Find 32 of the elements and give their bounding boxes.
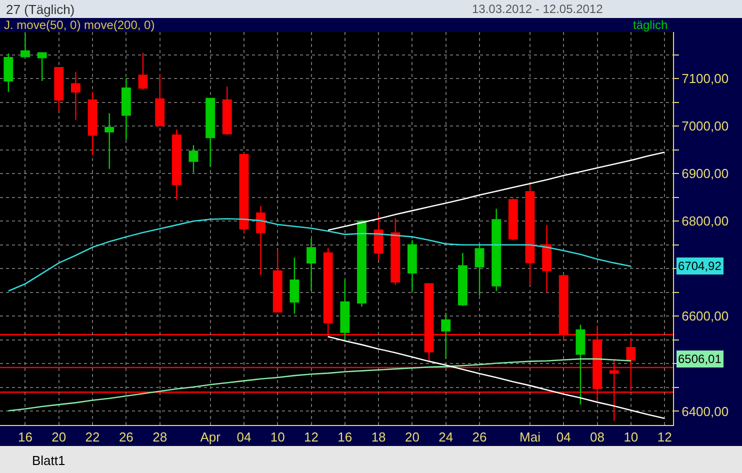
x-tick-label: 08 (590, 430, 605, 445)
x-tick-label: 04 (556, 430, 571, 445)
y-tick-label: 6900,00 (682, 166, 729, 182)
annotation: J. move(50, 0) move(200, 0) (4, 18, 155, 32)
x-tick-label: 18 (371, 430, 386, 445)
x-tick-label: Mai (520, 430, 541, 445)
x-tick-label: 16 (18, 430, 32, 445)
x-tick-label: 12 (657, 430, 672, 445)
text: 6704,92 (678, 259, 722, 273)
x-tick-label: 10 (270, 430, 285, 445)
x-tick-label: 26 (118, 430, 134, 445)
x-tick-label: 20 (404, 430, 420, 445)
text: 6506,01 (678, 352, 722, 366)
x-tick-label: 20 (52, 430, 66, 445)
text: 13.03.2012 - 12.05.2012 (472, 2, 604, 16)
x-tick-label: 28 (152, 430, 168, 445)
y-tick-label: 6400,00 (682, 404, 729, 419)
annotation: täglich (633, 18, 668, 32)
chart-title: 27 (Täglich) (6, 2, 75, 17)
x-tick-label: 04 (236, 430, 252, 445)
y-tick-label: 6600,00 (682, 308, 729, 324)
x-tick-label: 12 (304, 430, 318, 445)
x-tick-label: Apr (200, 430, 222, 445)
x-tick-label: 10 (624, 430, 638, 445)
x-tick-label: 24 (438, 430, 454, 445)
x-tick-label: 22 (85, 430, 100, 445)
x-tick-label: 26 (472, 430, 487, 445)
y-tick-label: 7100,00 (682, 71, 729, 86)
text: Blatt1 (32, 453, 66, 468)
x-tick-label: 16 (338, 430, 352, 445)
y-tick-label: 7000,00 (682, 118, 729, 134)
y-tick-label: 6800,00 (682, 214, 729, 229)
